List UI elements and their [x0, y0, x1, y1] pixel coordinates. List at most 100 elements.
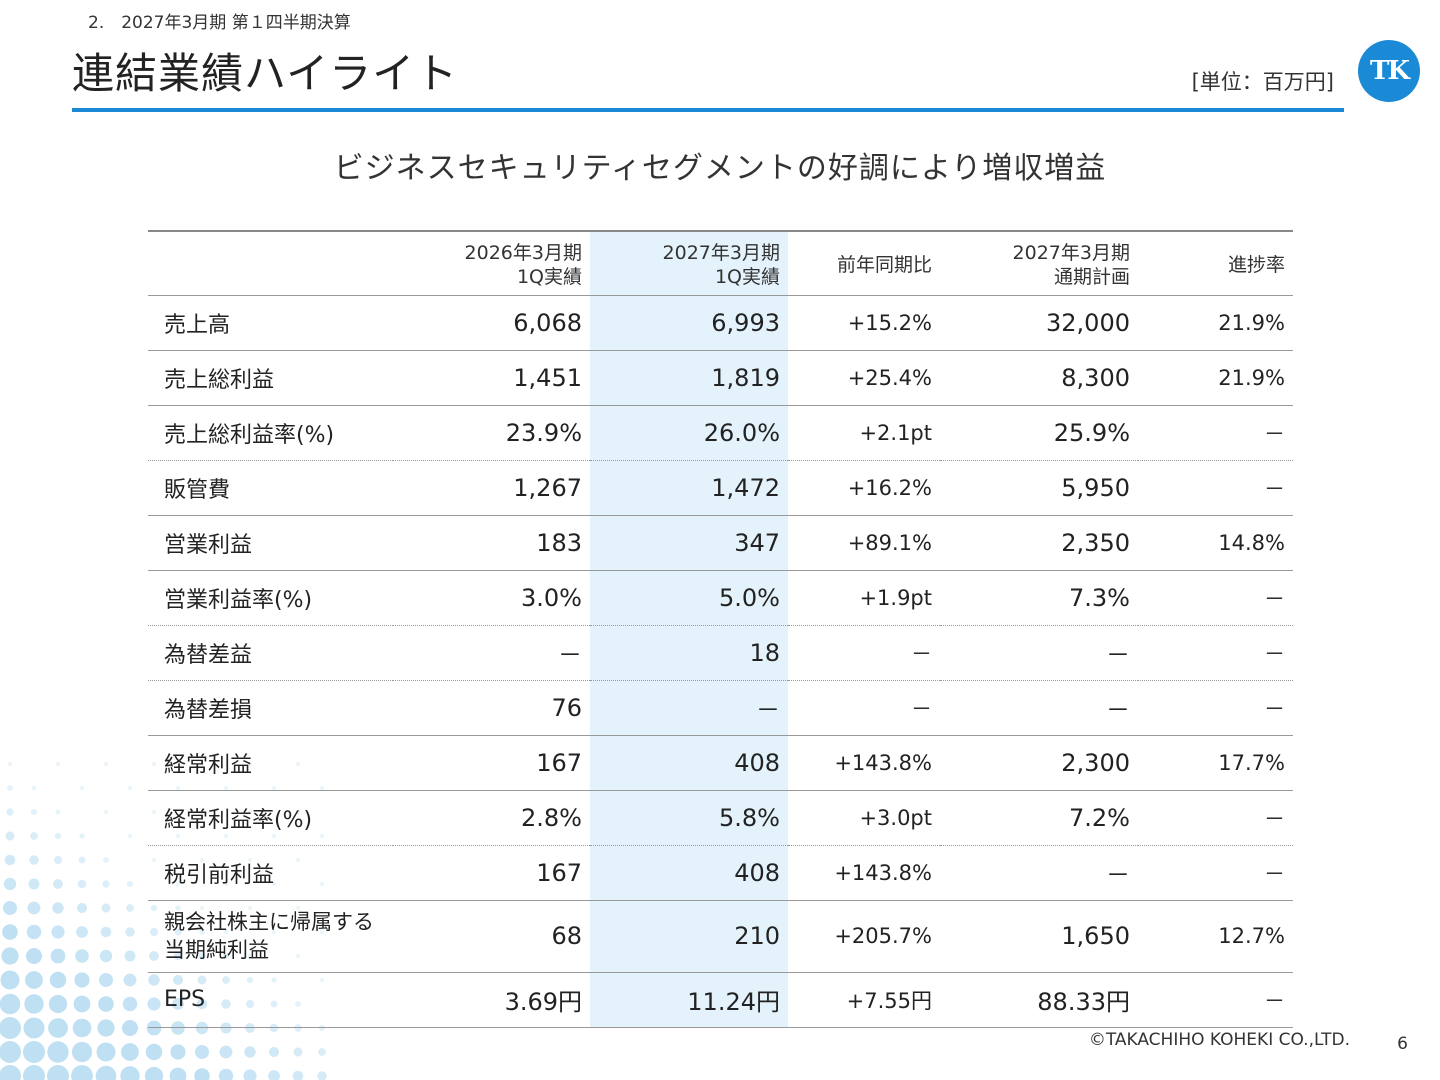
- decorative-dot: [3, 901, 17, 915]
- row-label: 為替差損: [164, 697, 253, 723]
- decorative-dot: [292, 1070, 304, 1080]
- cell-curr: 1,472: [711, 473, 780, 502]
- cell-curr: 11.24円: [687, 988, 780, 1016]
- cell-plan: 88.33円: [1037, 988, 1130, 1016]
- decorative-dot: [147, 997, 161, 1011]
- company-logo: TK: [1358, 40, 1420, 102]
- decorative-dot: [224, 882, 228, 886]
- cell-prev: 3.69円: [504, 988, 582, 1016]
- decorative-dot: [5, 831, 15, 841]
- results-table: 2026年3月期 1Q実績 2027年3月期 1Q実績 前年同期比 2027年3月期…: [148, 230, 1293, 1028]
- decorative-dot: [200, 858, 204, 862]
- decorative-dot: [243, 1069, 257, 1080]
- copyright: ©TAKACHIHO KOHEKI CO.,LTD.: [1088, 1030, 1350, 1050]
- decorative-dot: [248, 858, 252, 862]
- decorative-dot: [56, 762, 60, 766]
- decorative-dot: [296, 810, 300, 814]
- decorative-dot: [47, 1065, 69, 1080]
- row-label: 販管費: [164, 477, 231, 503]
- decorative-dot: [75, 949, 89, 963]
- decorative-dot: [318, 1048, 326, 1056]
- cell-curr: 5.0%: [719, 583, 780, 612]
- decorative-dot: [218, 1068, 234, 1080]
- decorative-dot: [176, 882, 180, 886]
- decorative-dot: [48, 1018, 68, 1038]
- decorative-dot: [31, 809, 37, 815]
- cell-prev: 3.0%: [521, 583, 582, 612]
- decorative-dot: [23, 1065, 45, 1080]
- table-row: 売上総利益率(%) 23.9% 26.0% +2.1pt 25.9% －: [148, 405, 1293, 460]
- decorative-dot: [223, 953, 229, 959]
- cell-progress: －: [1264, 988, 1285, 1013]
- cell-yoy: +143.8%: [834, 860, 932, 885]
- decorative-dot: [49, 971, 67, 989]
- decorative-dot: [26, 924, 42, 940]
- logo-text: TK: [1370, 56, 1410, 86]
- decorative-dot: [150, 904, 158, 912]
- cell-progress: －: [1264, 476, 1285, 501]
- current-quarter-highlight: [590, 230, 788, 1028]
- decorative-dot: [149, 951, 159, 961]
- decorative-dot: [100, 926, 112, 938]
- table-row: 売上総利益 1,451 1,819 +25.4% 8,300 21.9%: [148, 350, 1293, 405]
- decorative-dot: [125, 927, 135, 937]
- cell-plan: 25.9%: [1053, 418, 1130, 447]
- cell-curr: 210: [734, 922, 780, 950]
- decorative-dot: [121, 1043, 139, 1061]
- decorative-dot: [200, 906, 204, 910]
- table-row: 経常利益率(%) 2.8% 5.8% +3.0pt 7.2% －: [148, 790, 1293, 845]
- decorative-dot: [176, 834, 180, 838]
- cell-prev: 1,451: [513, 363, 582, 392]
- decorative-dot: [47, 1041, 69, 1063]
- row-label: EPS: [164, 987, 206, 1012]
- decorative-dot: [96, 1042, 116, 1062]
- decorative-dot: [320, 930, 324, 934]
- decorative-dot: [200, 810, 204, 814]
- decorative-dot: [320, 786, 324, 790]
- decorative-dot: [148, 974, 160, 986]
- row-label: 売上総利益: [164, 367, 275, 393]
- table-row: 販管費 1,267 1,472 +16.2% 5,950 －: [148, 460, 1293, 515]
- page-title: 連結業績ハイライト: [72, 49, 459, 98]
- table-row: 営業利益 183 347 +89.1% 2,350 14.8%: [148, 515, 1293, 570]
- decorative-dot: [149, 927, 159, 937]
- decorative-dot: [152, 762, 156, 766]
- decorative-dot: [246, 976, 254, 984]
- cell-yoy: +1.9pt: [859, 585, 932, 610]
- cell-curr: －: [756, 696, 780, 724]
- cell-progress: 12.7%: [1218, 924, 1285, 948]
- row-label: 為替差益: [164, 642, 253, 668]
- decorative-dot: [79, 833, 85, 839]
- decorative-dot: [104, 762, 108, 766]
- decorative-dot: [28, 878, 40, 890]
- decorative-dot: [101, 903, 111, 913]
- decorative-dot: [73, 995, 91, 1013]
- header-yoy: 前年同期比: [836, 254, 932, 277]
- decorative-dot: [224, 786, 228, 790]
- breadcrumb: 2. 2027年3月期 第１四半期決算: [88, 13, 351, 33]
- cell-plan: 1,650: [1061, 922, 1130, 950]
- decorative-dot: [51, 925, 65, 939]
- cell-yoy: +205.7%: [834, 924, 932, 948]
- decorative-dot: [6, 808, 14, 816]
- cell-progress: －: [1264, 421, 1285, 446]
- decorative-dot: [122, 1020, 138, 1036]
- cell-prev: 68: [551, 922, 582, 950]
- decorative-dot: [54, 832, 62, 840]
- decorative-dot: [269, 1023, 279, 1033]
- row-label: 営業利益率(%): [164, 587, 313, 613]
- decorative-dot: [247, 953, 253, 959]
- cell-yoy: +7.55円: [846, 988, 932, 1013]
- unit-label: [単位：百万円]: [1191, 70, 1334, 94]
- decorative-dot: [31, 785, 37, 791]
- cell-plan: 32,000: [1046, 308, 1130, 337]
- decorative-dot: [102, 880, 110, 888]
- decorative-dot: [296, 762, 300, 766]
- table-row: 為替差損 76 － － － －: [148, 680, 1293, 735]
- decorative-dot: [195, 1045, 209, 1059]
- cell-curr: 347: [734, 528, 780, 557]
- table-row: EPS 3.69円 11.24円 +7.55円 88.33円 －: [148, 972, 1293, 1027]
- decorative-dot: [319, 1025, 325, 1031]
- decorative-dot: [76, 902, 88, 914]
- decorative-dot: [126, 904, 134, 912]
